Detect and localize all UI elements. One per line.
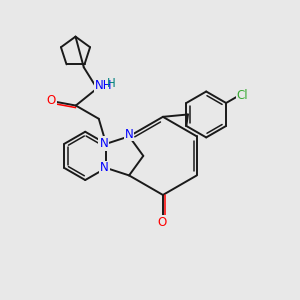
Text: N: N <box>125 128 134 140</box>
Text: N: N <box>99 137 108 150</box>
Text: H: H <box>107 77 116 90</box>
Text: N: N <box>100 161 109 175</box>
Text: NH: NH <box>95 79 112 92</box>
Text: Cl: Cl <box>237 89 248 102</box>
Text: O: O <box>158 216 167 229</box>
Text: O: O <box>47 94 56 107</box>
